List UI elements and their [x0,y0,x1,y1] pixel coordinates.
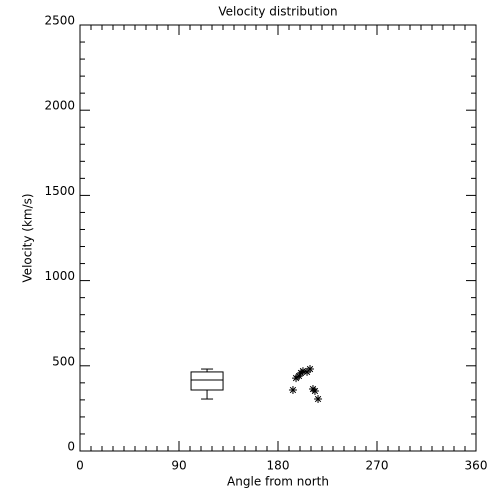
y-axis-label: Velocity (km/s) [21,193,35,282]
y-tick-label: 2500 [44,14,75,28]
y-tick-label: 500 [52,354,75,368]
x-axis-label: Angle from north [227,475,329,489]
point [292,374,301,383]
x-tick-label: 180 [267,459,290,473]
x-tick-label: 90 [171,459,186,473]
point [295,372,304,381]
x-tick-label: 360 [465,459,488,473]
y-tick-label: 1500 [44,184,75,198]
point [314,395,323,404]
point [288,385,297,394]
y-tick-label: 1000 [44,269,75,283]
x-tick-label: 0 [76,459,84,473]
point [310,387,319,396]
chart-title: Velocity distribution [218,5,337,19]
y-tick-label: 2000 [44,99,75,113]
x-tick-label: 270 [366,459,389,473]
point [298,367,307,376]
point [303,367,312,376]
point [306,365,315,374]
y-tick-label: 0 [67,440,75,454]
